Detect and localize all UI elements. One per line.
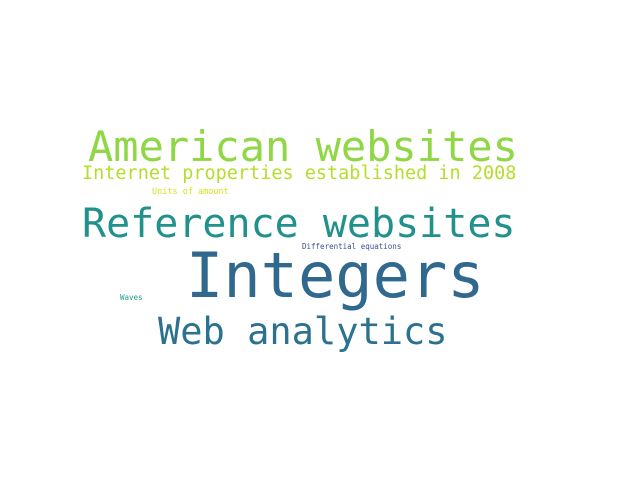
word-units-of-amount: Units of amount <box>152 187 229 197</box>
word-web-analytics: Web analytics <box>158 310 448 353</box>
word-waves: Waves <box>120 293 143 302</box>
word-reference-websites: Reference websites <box>82 201 516 247</box>
word-internet-properties: Internet properties established in 2008 <box>82 163 517 184</box>
word-integers: Integers <box>186 239 485 312</box>
word-american-websites: American websites <box>88 122 518 171</box>
word-differential-equations: Differential equations <box>302 242 402 251</box>
